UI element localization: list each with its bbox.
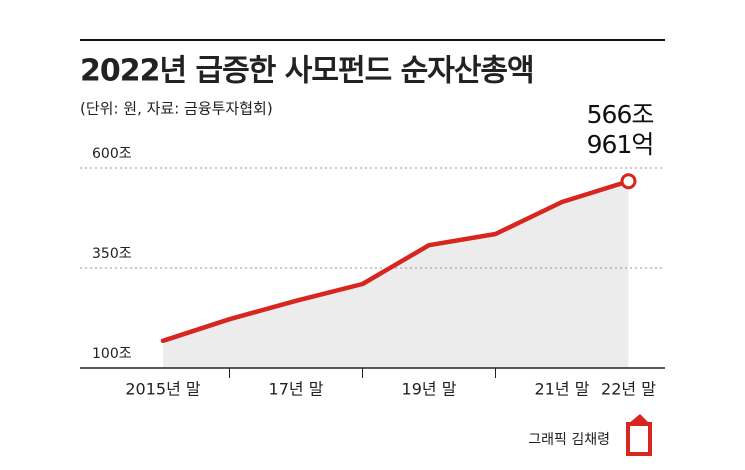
- x-tick-label: 17년 말: [269, 380, 324, 399]
- line: [160, 178, 631, 344]
- x-tick-label: 19년 말: [402, 380, 457, 399]
- x-tick-label: 22년 말: [601, 380, 656, 399]
- logo: [626, 414, 652, 456]
- value-label: 566조 961억: [586, 100, 655, 159]
- y-tick-label: 100조: [92, 346, 132, 362]
- y-tick-label: 350조: [92, 246, 132, 262]
- area: [163, 181, 629, 368]
- x-tick-label: 2015년 말: [125, 380, 201, 399]
- x-tick-label: 21년 말: [535, 380, 590, 399]
- chart-subtitle: (단위: 원, 자료: 금융투자협회): [80, 100, 273, 118]
- y-tick-label: 600조: [92, 146, 132, 162]
- chart-title: 2022년 급증한 사모펀드 순자산총액: [80, 54, 534, 89]
- credit: 그래픽 김채령: [528, 432, 610, 448]
- end-marker: [620, 173, 637, 190]
